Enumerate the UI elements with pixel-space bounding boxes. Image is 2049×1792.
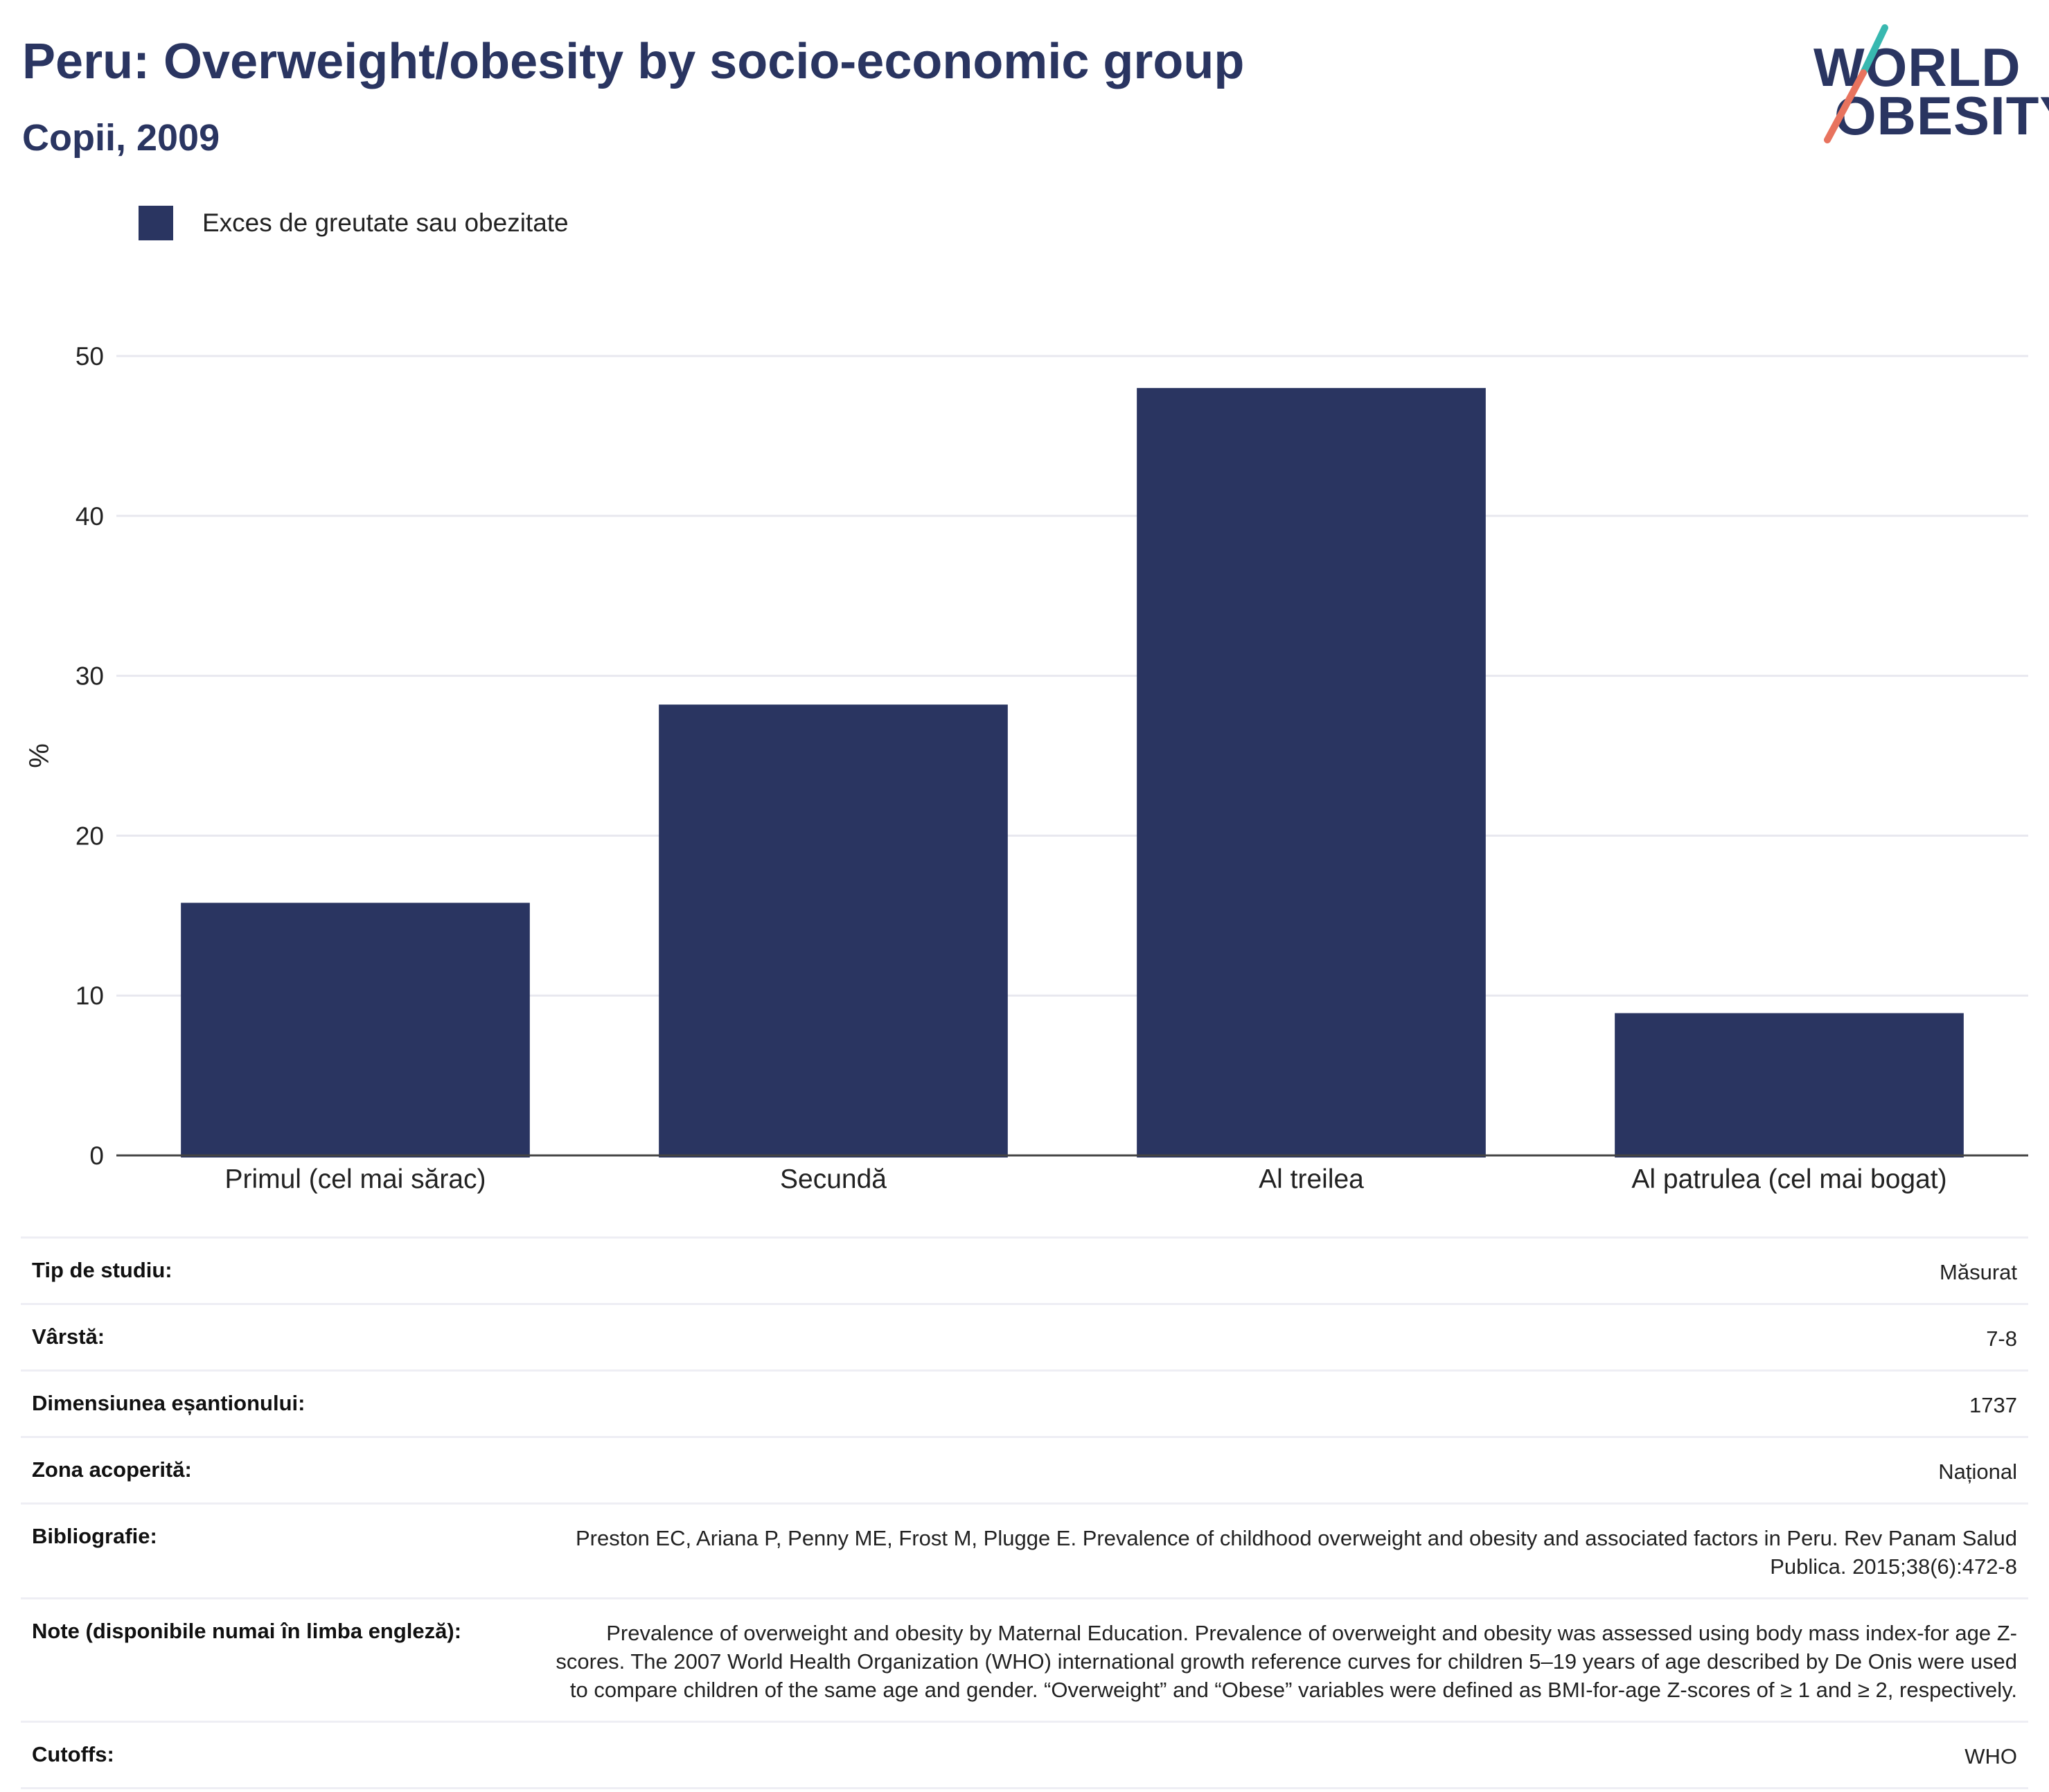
- y-tick-label: 40: [76, 502, 104, 531]
- info-row: Bibliografie: Preston EC, Ariana P, Penny…: [21, 1505, 2028, 1599]
- info-label: Zona acoperită:: [32, 1457, 192, 1482]
- chart-subtitle: Copii, 2009: [22, 117, 220, 159]
- x-tick-label: Al treilea: [1259, 1164, 1364, 1194]
- study-info-table: Tip de studiu: Măsurat Vârstă: 7-8 Dimensiun…: [21, 1236, 2028, 1789]
- logo-text-obesity: OBESITY: [1834, 85, 2049, 146]
- y-tick-label: 30: [76, 662, 104, 691]
- y-axis-label: %: [24, 743, 55, 768]
- info-row: Dimensiunea eșantionului: 1737: [21, 1372, 2028, 1438]
- x-tick-label: Al patrulea (cel mai bogat): [1631, 1164, 1946, 1194]
- info-label: Dimensiunea eșantionului:: [32, 1391, 305, 1415]
- bar: [1137, 388, 1486, 1157]
- y-tick-label: 50: [76, 342, 104, 371]
- x-tick-label: Primul (cel mai sărac): [224, 1164, 486, 1194]
- y-tick-label: 0: [89, 1142, 104, 1170]
- info-label: Cutoffs:: [32, 1742, 114, 1766]
- logo-text-world: WORLD: [1813, 37, 2021, 98]
- info-label: Bibliografie:: [32, 1524, 157, 1548]
- info-row: Vârstă: 7-8: [21, 1305, 2028, 1372]
- info-row: Zona acoperită: Național: [21, 1438, 2028, 1505]
- info-value: Preston EC, Ariana P, Penny ME, Frost M,…: [575, 1526, 2017, 1579]
- info-row: Tip de studiu: Măsurat: [21, 1239, 2028, 1305]
- info-value: Național: [1938, 1460, 2017, 1484]
- chart-title: Peru: Overweight/obesity by socio-econom…: [22, 34, 1245, 89]
- bar: [181, 903, 530, 1157]
- info-row: Note (disponibile numai în limba engleză…: [21, 1599, 2028, 1723]
- y-tick-label: 20: [76, 822, 104, 850]
- info-label: Vârstă:: [32, 1324, 105, 1349]
- info-value: Prevalence of overweight and obesity by …: [556, 1621, 2017, 1702]
- info-row: Cutoffs: WHO: [21, 1723, 2028, 1789]
- world-obesity-logo: WORLD OBESITY: [1801, 21, 2049, 145]
- info-value: 7-8: [1986, 1327, 2017, 1351]
- legend-swatch: [139, 206, 173, 240]
- info-label: Tip de studiu:: [32, 1258, 172, 1282]
- legend-label: Exces de greutate sau obezitate: [202, 209, 569, 237]
- y-tick-label: 10: [76, 982, 104, 1010]
- info-value: 1737: [1969, 1393, 2017, 1417]
- x-tick-label: Secundă: [780, 1164, 887, 1194]
- info-label: Note (disponibile numai în limba engleză…: [32, 1619, 462, 1643]
- bar: [1615, 1013, 1964, 1157]
- info-value: Măsurat: [1940, 1260, 2017, 1284]
- info-value: WHO: [1964, 1744, 2017, 1768]
- logo-slash-icon: [1824, 24, 1888, 143]
- bar-chart: 0 10 20 30 40 50% Primul (cel mai sărac) Secund…: [24, 342, 2028, 1194]
- chart-legend: Exces de greutate sau obezitate: [139, 205, 569, 241]
- bar: [659, 704, 1008, 1157]
